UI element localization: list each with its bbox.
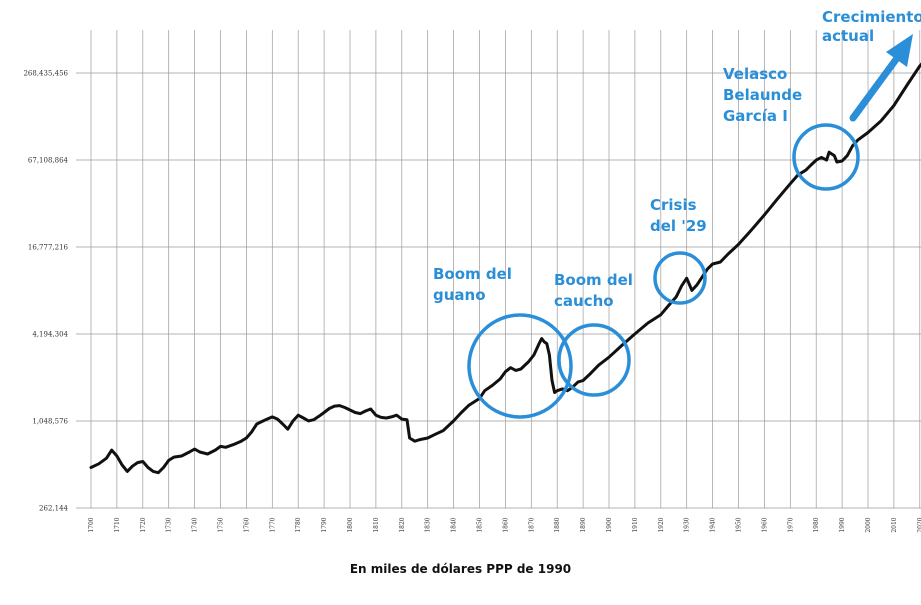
x-tick-label: 1980	[813, 517, 820, 532]
x-tick-label: 2000	[865, 517, 872, 532]
x-tick-label: 2020	[917, 517, 921, 532]
x-tick-label: 1930	[684, 517, 691, 532]
velasco-highlight-circle	[792, 123, 860, 191]
vertical-gridlines	[90, 30, 921, 508]
x-tick-label: 1710	[114, 517, 121, 532]
annotation-boom-caucho: Boom del caucho	[554, 271, 638, 310]
y-tick-label: 67,108,864	[28, 157, 69, 165]
x-tick-label: 1940	[710, 517, 717, 532]
horizontal-gridlines	[76, 72, 921, 509]
x-tick-label: 1950	[736, 517, 743, 532]
crisis-29-highlight-circle	[653, 251, 707, 305]
x-tick-label: 1770	[269, 517, 276, 532]
x-axis-caption: En miles de dólares PPP de 1990	[349, 562, 572, 576]
x-tick-label: 1780	[295, 517, 302, 532]
x-tick-label: 1760	[243, 517, 250, 532]
x-tick-label: 1810	[373, 517, 380, 532]
growth-arrow-icon	[849, 34, 913, 122]
x-tick-label: 1960	[761, 517, 768, 532]
x-tick-label: 1970	[787, 517, 794, 532]
x-tick-label: 1830	[425, 517, 432, 532]
x-tick-label: 1990	[839, 517, 846, 532]
x-tick-label: 1800	[347, 517, 354, 532]
x-tick-label: 1910	[632, 517, 639, 532]
y-tick-label: 4,194,304	[32, 331, 68, 339]
x-tick-label: 1740	[192, 517, 199, 532]
series-layer	[89, 62, 921, 475]
x-tick-label: 1870	[528, 517, 535, 532]
y-tick-label: 16,777,216	[28, 244, 69, 252]
x-tick-label: 1820	[399, 517, 406, 532]
y-tick-label: 1,048,576	[32, 418, 68, 426]
series-line-0	[89, 62, 921, 475]
x-tick-label: 1850	[477, 517, 484, 532]
x-tick-label: 1840	[451, 517, 458, 532]
x-tick-label: 1920	[658, 517, 665, 532]
x-tick-label: 1720	[140, 517, 147, 532]
annotation-velasco: Velasco Belaunde García I	[723, 65, 807, 125]
x-axis-ticks: 1700 1710 1720 1730 1740 1750 1760 1770 1780 1790…	[88, 517, 921, 532]
x-tick-label: 1890	[580, 517, 587, 532]
x-tick-label: 1900	[606, 517, 613, 532]
y-tick-label: 262,144	[39, 505, 68, 513]
annotation-crecimiento: Crecimiento actual	[822, 8, 921, 45]
x-tick-label: 1700	[88, 517, 95, 532]
y-tick-label: 268,435,456	[23, 70, 68, 78]
annotation-crisis-29: Crisis del '29	[650, 196, 707, 235]
x-tick-label: 1860	[502, 517, 509, 532]
guano-highlight-circle	[467, 313, 573, 419]
x-tick-label: 1880	[554, 517, 561, 532]
caucho-highlight-circle	[557, 323, 631, 397]
y-axis-ticks: 262,144 1,048,576 4,194,304 16,777,216 67,10…	[23, 70, 68, 513]
annotation-boom-guano: Boom del guano	[433, 265, 517, 304]
x-tick-label: 1750	[218, 517, 225, 532]
x-tick-label: 1790	[321, 517, 328, 532]
x-tick-label: 2010	[891, 517, 898, 532]
x-tick-label: 1730	[166, 517, 173, 532]
